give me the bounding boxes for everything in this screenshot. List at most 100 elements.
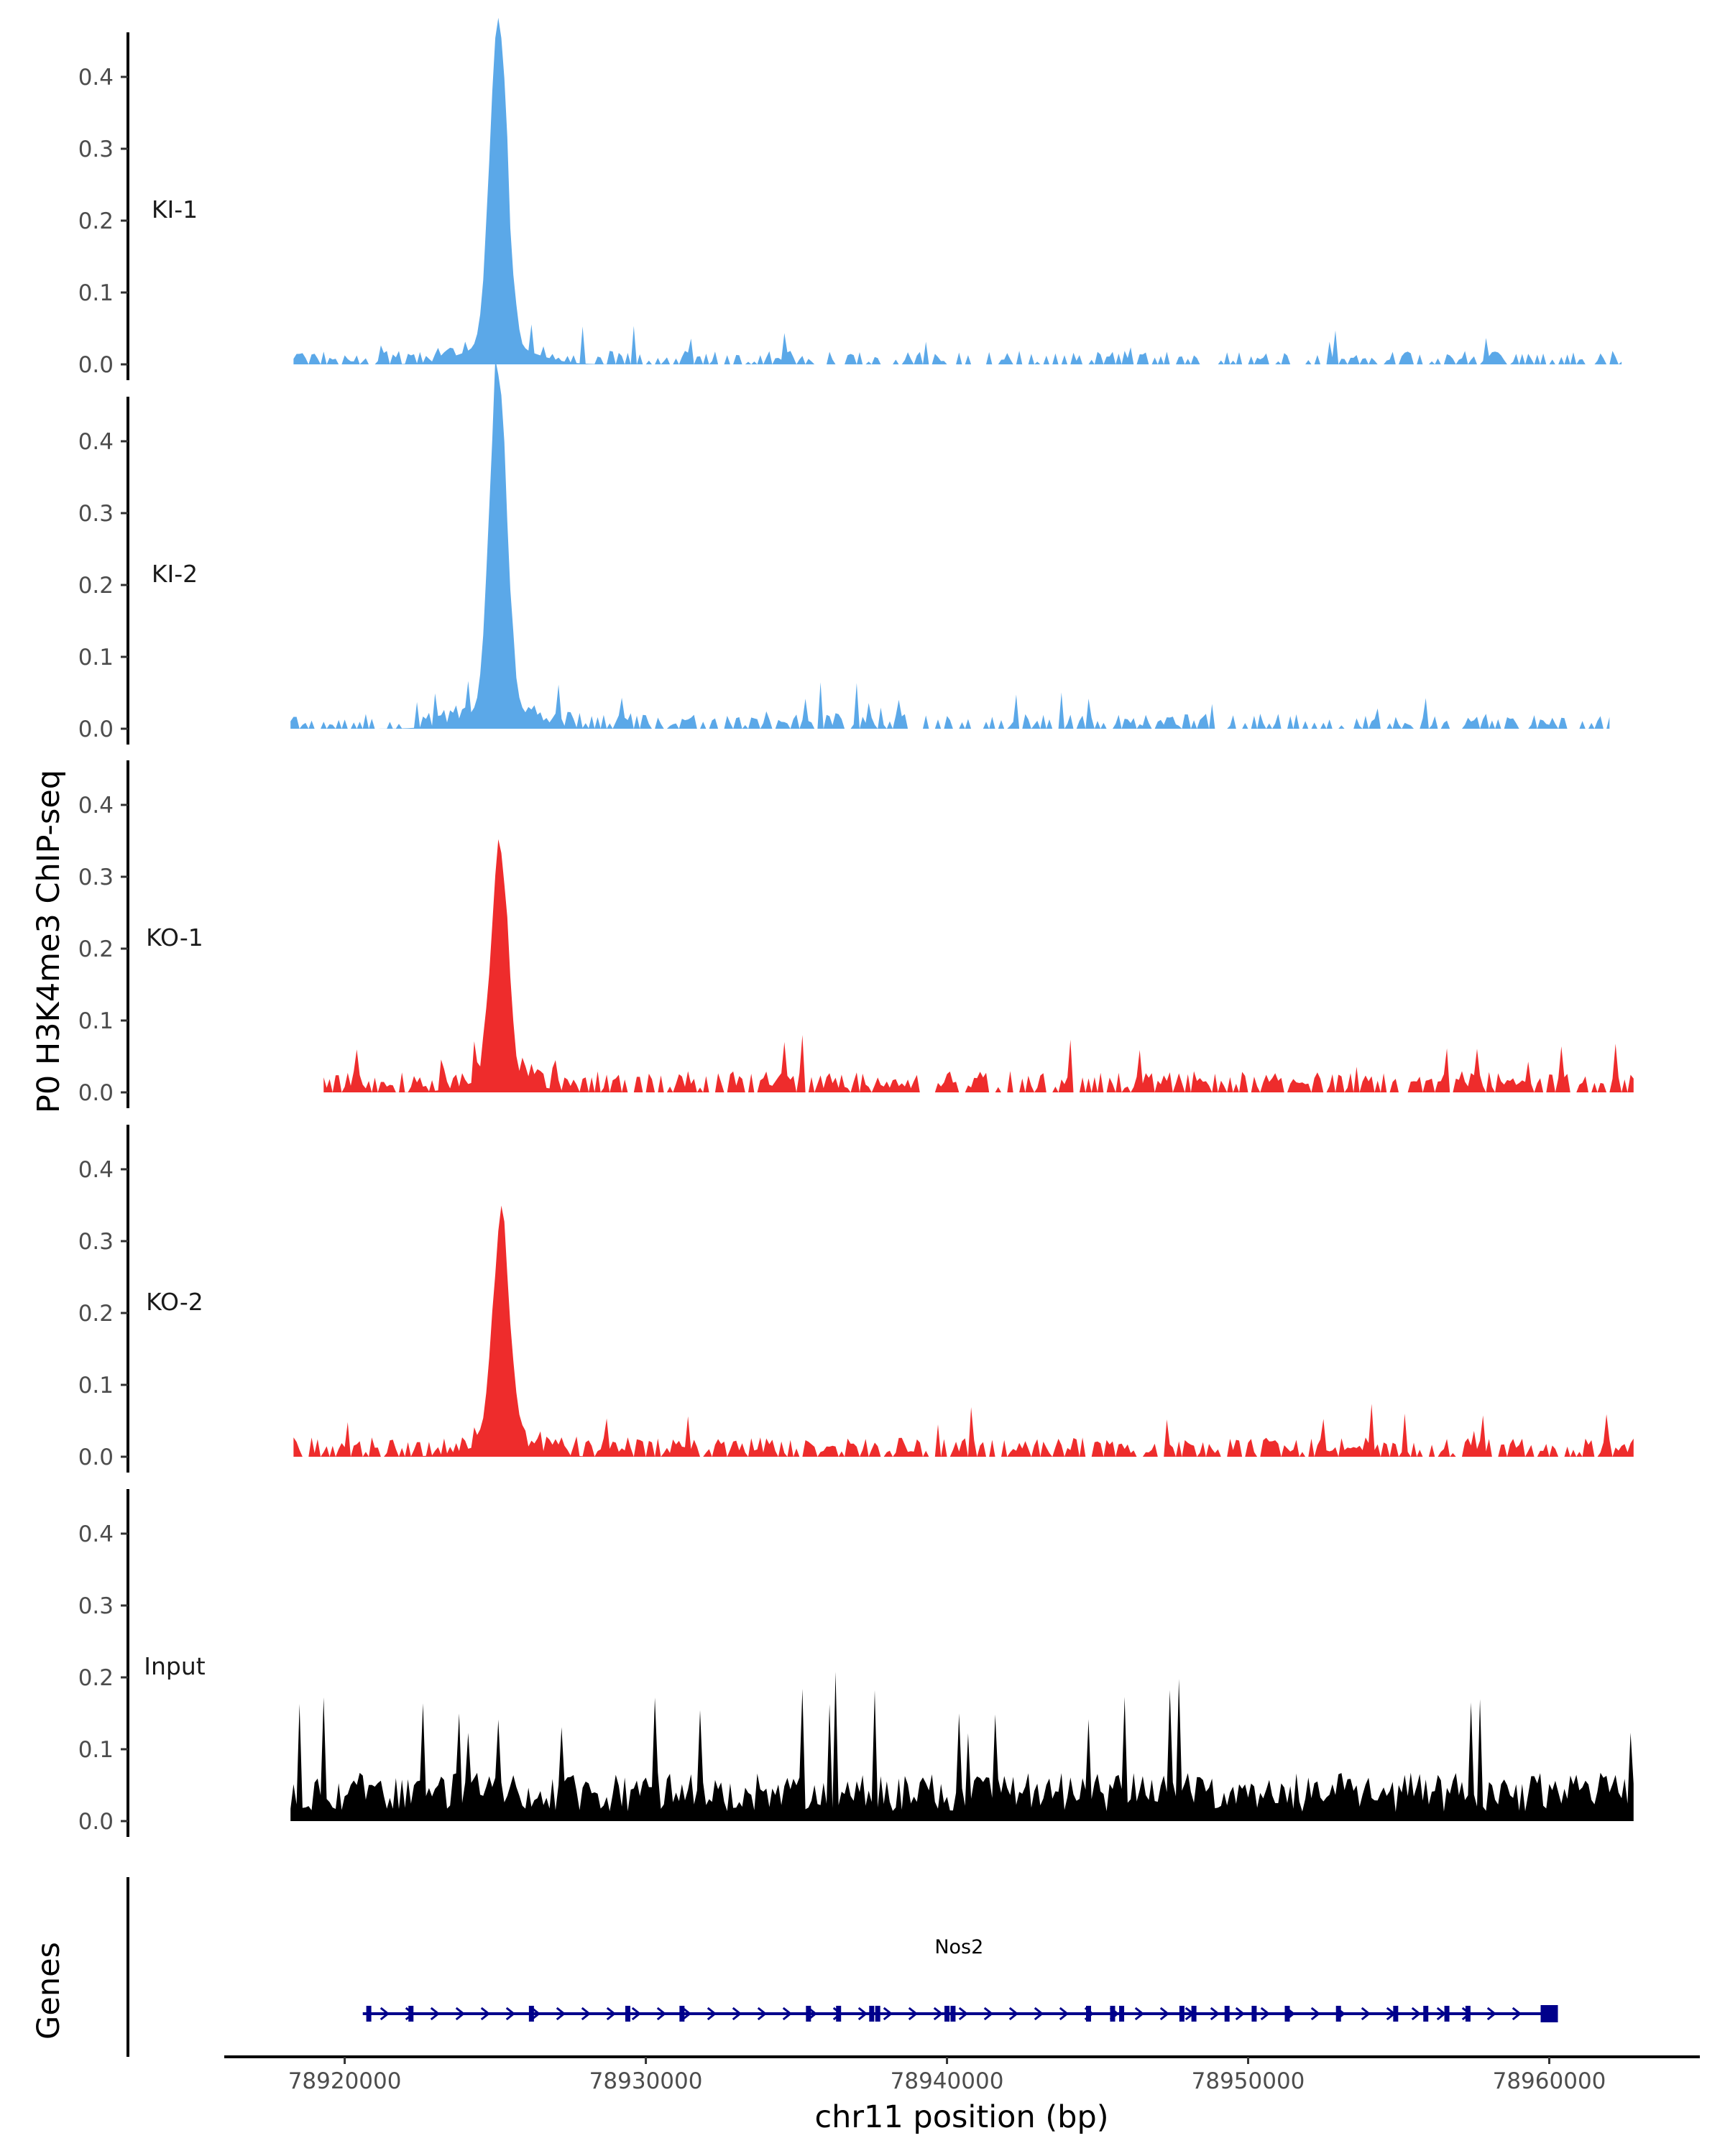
track-2-y-tick-label-0: 0.0 <box>78 1080 114 1106</box>
gene-exon-22 <box>1444 2006 1450 2022</box>
strand-arrow-2 <box>430 2007 441 2021</box>
gene-exon-5 <box>806 2006 811 2022</box>
track-4-y-tick-label-1: 0.1 <box>78 1737 114 1763</box>
gene-exon-20 <box>1393 2006 1399 2022</box>
gene-exon-23 <box>1465 2006 1471 2022</box>
gene-exon-7 <box>869 2006 875 2022</box>
track-3-y-tick-label-1: 0.1 <box>78 1373 114 1399</box>
strand-arrow-44 <box>1486 2007 1497 2021</box>
gene-exon-12 <box>1110 2006 1116 2022</box>
strand-arrow-39 <box>1361 2007 1371 2021</box>
strand-arrow-23 <box>958 2007 969 2021</box>
strand-arrow-45 <box>1512 2007 1522 2021</box>
genes-panel: Nos2 <box>126 1877 1558 2057</box>
strand-arrow-19 <box>857 2007 868 2021</box>
gene-exon-15 <box>1191 2006 1197 2022</box>
tracks-area: 0.00.10.20.30.4KI-10.00.10.20.30.4KI-20.… <box>78 17 1634 1837</box>
strand-arrow-34 <box>1235 2007 1246 2021</box>
gene-exon-17 <box>1251 2006 1257 2022</box>
gene-exon-9 <box>944 2006 950 2022</box>
track-input: 0.0 0.1 0.2 0.3 0.4 Input <box>78 1489 1634 1837</box>
track-ki-2: 0.0 0.1 0.2 0.3 0.4 KI-2 <box>78 359 1610 745</box>
coverage-area-ko-1 <box>323 839 1634 1092</box>
track-0-y-tick-label-4: 0.4 <box>78 65 114 91</box>
strand-arrow-8 <box>581 2007 592 2021</box>
strand-arrow-30 <box>1134 2007 1145 2021</box>
track-4-y-tick-label-4: 0.4 <box>78 1521 114 1547</box>
x-axis-title: chr11 position (bp) <box>814 2099 1108 2135</box>
gene-exon-8 <box>875 2006 880 2022</box>
strand-arrow-26 <box>1034 2007 1044 2021</box>
track-label: Input <box>144 1652 206 1680</box>
strand-arrow-24 <box>983 2007 994 2021</box>
track-1-y-tick-label-4: 0.4 <box>78 429 114 455</box>
track-label: KO-2 <box>146 1288 203 1316</box>
track-1-y-tick-label-2: 0.2 <box>78 573 114 599</box>
strand-arrow-9 <box>606 2007 617 2021</box>
coverage-area-ko-2 <box>293 1205 1634 1457</box>
x-tick-label-1: 78930000 <box>589 2068 703 2094</box>
gene-exon-13 <box>1119 2006 1125 2022</box>
strand-arrow-15 <box>757 2007 768 2021</box>
track-1-y-tick-label-3: 0.3 <box>78 501 114 527</box>
track-1-y-tick-label-1: 0.1 <box>78 645 114 671</box>
gene-exon-3 <box>625 2006 630 2022</box>
track-4-y-tick-label-2: 0.2 <box>78 1665 114 1691</box>
gene-exon-1 <box>408 2006 414 2022</box>
x-axis: 78920000 78930000 78940000 78950000 78960000 <box>224 2055 1700 2094</box>
strand-arrow-4 <box>480 2007 491 2021</box>
gene-exon-14 <box>1179 2006 1184 2022</box>
x-tick-label-0: 78920000 <box>288 2068 402 2094</box>
strand-arrow-14 <box>732 2007 742 2021</box>
track-0-y-tick-label-0: 0.0 <box>78 352 114 378</box>
y-axis-title: P0 H3K4me3 ChIP-seq <box>31 770 67 1113</box>
strand-arrow-41 <box>1411 2007 1422 2021</box>
strand-arrow-16 <box>782 2007 793 2021</box>
strand-arrow-37 <box>1310 2007 1321 2021</box>
strand-arrow-11 <box>656 2007 667 2021</box>
gene-exon-21 <box>1423 2006 1429 2022</box>
gene-exon-4 <box>679 2006 685 2022</box>
track-0-y-tick-label-3: 0.3 <box>78 137 114 162</box>
strand-arrow-33 <box>1210 2007 1220 2021</box>
track-2-y-tick-label-3: 0.3 <box>78 865 114 890</box>
track-label: KI-1 <box>152 195 198 224</box>
track-0-y-tick-label-1: 0.1 <box>78 280 114 306</box>
strand-arrow-22 <box>933 2007 944 2021</box>
strand-arrow-13 <box>707 2007 717 2021</box>
gene-exon-19 <box>1335 2006 1341 2022</box>
strand-arrow-12 <box>681 2007 692 2021</box>
track-label: KO-1 <box>146 923 203 952</box>
strand-arrow-10 <box>631 2007 642 2021</box>
gene-exon-16 <box>1224 2006 1230 2022</box>
track-3-y-tick-label-0: 0.0 <box>78 1445 114 1470</box>
track-1-y-tick-label-0: 0.0 <box>78 717 114 742</box>
track-3-y-tick-label-3: 0.3 <box>78 1229 114 1255</box>
gene-exon-10 <box>950 2006 956 2022</box>
strand-arrow-5 <box>505 2007 516 2021</box>
x-tick-label-4: 78960000 <box>1493 2068 1606 2094</box>
track-2-y-tick-label-1: 0.1 <box>78 1008 114 1034</box>
track-3-y-tick-label-2: 0.2 <box>78 1301 114 1327</box>
gene-exon-0 <box>366 2006 372 2022</box>
track-2-y-tick-label-2: 0.2 <box>78 936 114 962</box>
coverage-area-ki-1 <box>293 17 1622 364</box>
gene-exon-6 <box>836 2006 842 2022</box>
gene-exon-11 <box>1085 2006 1091 2022</box>
gene-exon-24 <box>1540 2005 1558 2022</box>
strand-arrow-25 <box>1008 2007 1019 2021</box>
track-3-y-tick-label-4: 0.4 <box>78 1157 114 1183</box>
track-ki-1: 0.0 0.1 0.2 0.3 0.4 KI-1 <box>78 17 1622 380</box>
strand-arrow-6 <box>530 2007 541 2021</box>
strand-arrow-7 <box>556 2007 566 2021</box>
track-0-y-tick-label-2: 0.2 <box>78 208 114 234</box>
track-4-y-tick-label-0: 0.0 <box>78 1809 114 1835</box>
strand-arrow-31 <box>1159 2007 1170 2021</box>
coverage-area-ki-2 <box>290 359 1610 729</box>
gene-exon-18 <box>1284 2006 1290 2022</box>
track-4-y-tick-label-3: 0.3 <box>78 1593 114 1619</box>
gene-exon-2 <box>528 2006 534 2022</box>
strand-arrow-21 <box>908 2007 919 2021</box>
x-tick-label-3: 78950000 <box>1192 2068 1305 2094</box>
